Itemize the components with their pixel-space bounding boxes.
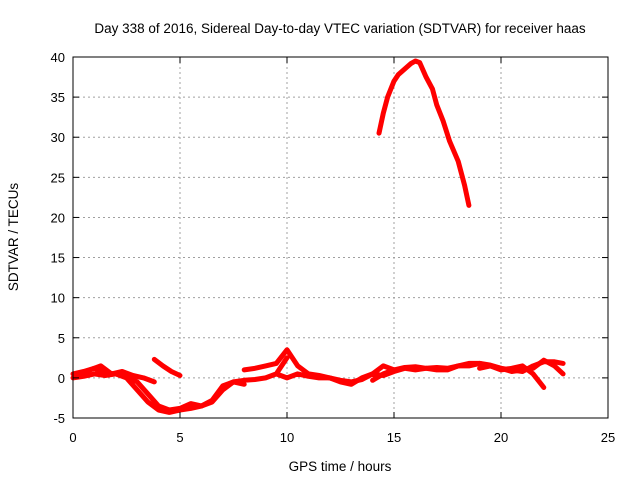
x-axis-label: GPS time / hours: [289, 459, 392, 474]
y-tick-label: 5: [58, 331, 65, 346]
y-tick-label: -5: [53, 411, 65, 426]
y-axis-label: SDTVAR / TECUs: [6, 183, 21, 292]
series-line-low-h: [477, 357, 566, 377]
x-tick-label: 10: [280, 430, 294, 445]
y-tick-label: 40: [51, 50, 65, 65]
y-tick-label: 20: [51, 210, 65, 225]
plot-frame: [72, 56, 609, 419]
y-tick-label: 30: [51, 130, 65, 145]
series-line-low-d: [151, 356, 183, 378]
x-tick-label: 15: [387, 430, 401, 445]
series-line-high: [376, 58, 472, 208]
y-tick-label: 15: [51, 251, 65, 266]
y-tick-label: 35: [51, 90, 65, 105]
axis-ticks: 0 5 10 15 20 25 -5 0 5 10 15 20 25 30 35 40: [51, 50, 616, 445]
y-tick-label: 0: [58, 371, 65, 386]
y-tick-label: 25: [51, 170, 65, 185]
grid: [73, 57, 608, 418]
series-line-low-b: [70, 371, 247, 413]
chart-title: Day 338 of 2016, Sidereal Day-to-day VTE…: [94, 21, 585, 36]
series-layer: [70, 58, 566, 415]
x-tick-label: 0: [69, 430, 76, 445]
x-tick-label: 20: [494, 430, 508, 445]
y-tick-label: 10: [51, 291, 65, 306]
x-tick-label: 5: [176, 430, 183, 445]
series-line-low-c: [76, 363, 157, 385]
x-tick-label: 25: [601, 430, 615, 445]
